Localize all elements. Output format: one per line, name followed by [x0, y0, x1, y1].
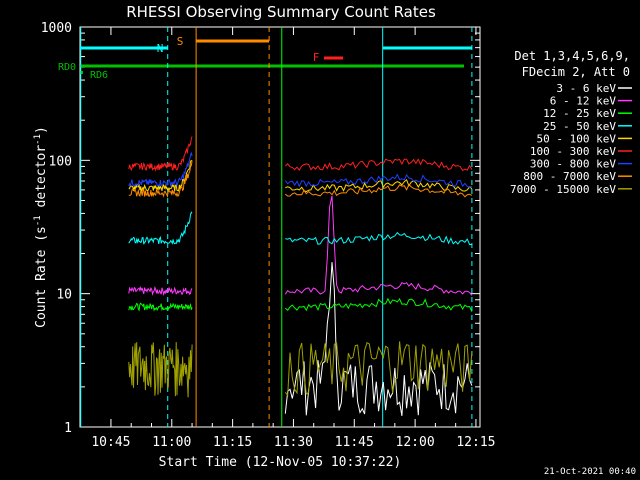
y-tick-label: 100 — [49, 154, 72, 169]
chart-title: RHESSI Observing Summary Count Rates — [126, 3, 436, 21]
y-axis-label: Count Rate (s-1 detector-1) — [33, 126, 49, 328]
rd6-marker — [80, 71, 83, 74]
footer-timestamp: 21-Oct-2021 00:40 — [544, 467, 636, 477]
legend-label: 12 - 25 keV — [543, 107, 616, 120]
series-line — [128, 152, 473, 188]
saa-flag-label: S — [177, 35, 184, 48]
legend-header-1: Det 1,3,4,5,6,9, — [514, 49, 630, 63]
legend-label: 6 - 12 keV — [550, 95, 617, 108]
x-tick-label: 11:15 — [213, 435, 252, 450]
series-line — [284, 262, 473, 416]
observing-flags: NS F RD0 RD6 — [58, 27, 473, 427]
series-line — [128, 159, 473, 193]
series-line — [128, 195, 473, 297]
series-lines — [128, 136, 473, 416]
y-tick-label: 10 — [56, 288, 72, 303]
x-tick-label: 11:30 — [274, 435, 313, 450]
legend-label: 100 - 300 keV — [530, 145, 616, 158]
y-axis-label-main: Count Rate (s — [34, 226, 49, 328]
legend-label: 25 - 50 keV — [543, 120, 616, 133]
legend-label: 7000 - 15000 keV — [510, 183, 616, 196]
x-axis-ticks: 10:45 11:00 11:15 11:30 11:45 12:00 12:15 — [91, 27, 496, 450]
rd0-flag-label: RD0 — [58, 62, 76, 73]
legend-label: 300 - 800 keV — [530, 158, 616, 171]
x-tick-label: 11:45 — [335, 435, 374, 450]
legend-header-2: FDecim 2, Att 0 — [522, 65, 630, 79]
y-tick-label: 1 — [64, 421, 72, 436]
x-tick-label: 12:15 — [456, 435, 495, 450]
series-line — [128, 297, 473, 312]
series-line — [128, 211, 472, 246]
y-axis-label-mid: detector — [34, 145, 49, 216]
x-tick-label: 12:00 — [396, 435, 435, 450]
y-axis-label-sup1: -1 — [33, 215, 43, 226]
flare-flag-label: F — [313, 51, 320, 64]
legend-label: 3 - 6 keV — [556, 82, 616, 95]
legend-label: 800 - 7000 keV — [523, 170, 616, 183]
y-axis-label-sup2: -1 — [33, 134, 43, 145]
y-tick-label: 1000 — [41, 21, 72, 36]
series-line — [128, 136, 473, 172]
series-line — [128, 341, 473, 398]
night-flag-label: N — [157, 42, 164, 55]
y-axis-label-end: ) — [34, 126, 49, 134]
rd6-flag-label: RD6 — [90, 70, 108, 81]
x-tick-label: 10:45 — [91, 435, 130, 450]
x-axis-label: Start Time (12-Nov-05 10:37:22) — [159, 455, 402, 470]
plot-frame — [79, 26, 481, 428]
series-line — [128, 160, 473, 199]
x-tick-label: 11:00 — [152, 435, 191, 450]
legend-label: 50 - 100 keV — [537, 132, 617, 145]
